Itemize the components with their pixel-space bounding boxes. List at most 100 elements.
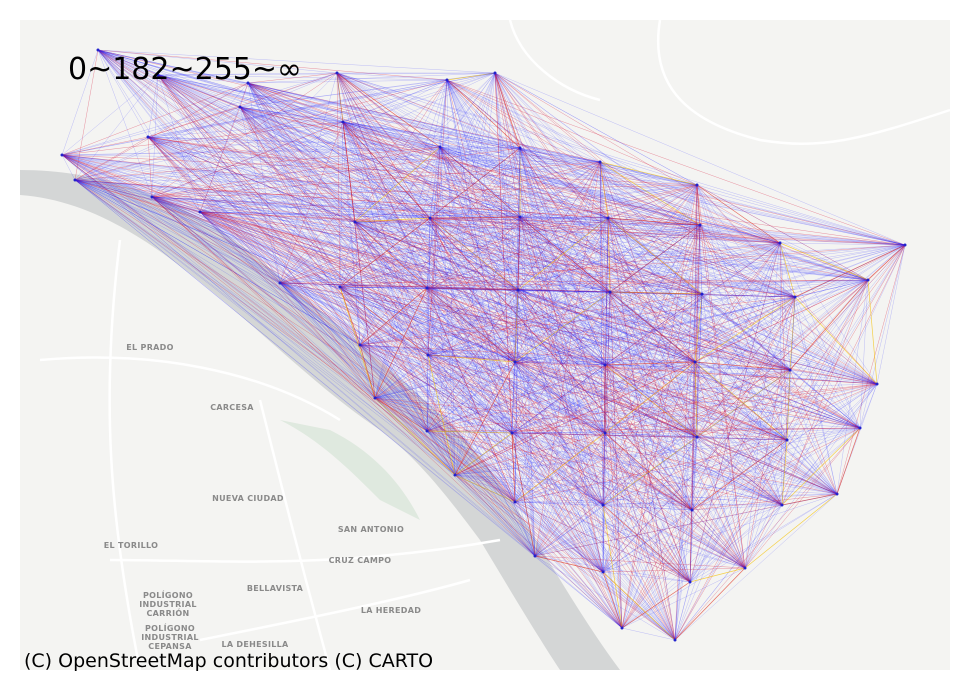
edge — [199, 211, 519, 291]
edge — [426, 427, 861, 432]
edge — [199, 211, 606, 434]
edge — [147, 136, 428, 289]
edge — [374, 383, 878, 399]
edge — [602, 504, 676, 641]
edge — [694, 361, 791, 371]
edge — [354, 221, 693, 511]
edge — [239, 106, 519, 291]
edge — [239, 106, 344, 123]
edge — [157, 74, 906, 246]
node — [875, 382, 879, 386]
edge — [696, 184, 838, 495]
edge — [239, 106, 878, 385]
edge — [279, 282, 429, 356]
edge — [426, 430, 516, 503]
edge — [336, 72, 521, 149]
node — [238, 105, 242, 109]
edge — [354, 221, 783, 506]
edge — [426, 293, 703, 432]
edge — [199, 211, 623, 629]
edge — [157, 74, 838, 495]
edge — [426, 217, 609, 289]
edge — [694, 361, 746, 569]
edge — [426, 287, 516, 363]
edge — [494, 72, 703, 295]
edge — [429, 217, 513, 434]
edge — [157, 74, 701, 226]
edge — [336, 72, 691, 583]
edge — [374, 216, 521, 399]
river — [20, 170, 620, 670]
edge — [97, 49, 281, 284]
edge — [427, 289, 519, 356]
map-label: CRUZ CAMPO — [329, 556, 392, 565]
edge — [426, 287, 788, 441]
network-edges — [61, 49, 906, 641]
edge — [199, 211, 609, 219]
edge — [674, 369, 791, 641]
edge — [239, 106, 431, 219]
edge — [336, 72, 693, 511]
edge — [786, 439, 838, 495]
edge — [429, 217, 783, 506]
edge — [374, 397, 676, 641]
edge — [696, 184, 861, 429]
edge — [342, 121, 609, 219]
edge — [247, 72, 338, 84]
edge — [336, 72, 611, 293]
edge — [359, 147, 521, 346]
edge — [439, 146, 796, 298]
edge — [354, 221, 791, 371]
edge — [446, 79, 516, 503]
edge — [694, 361, 698, 438]
edge — [696, 436, 838, 495]
edge — [199, 161, 601, 213]
edge — [602, 296, 796, 506]
edge — [61, 154, 696, 363]
edge — [359, 344, 691, 583]
edge — [699, 224, 788, 441]
node — [693, 360, 697, 364]
edge — [74, 179, 703, 295]
edge — [446, 79, 516, 363]
edge — [534, 291, 611, 557]
edge — [439, 146, 783, 506]
edge — [602, 291, 611, 506]
edge — [359, 217, 431, 346]
edge — [61, 154, 676, 641]
edge — [609, 291, 878, 385]
edge — [239, 106, 513, 434]
edge — [744, 244, 906, 569]
edge — [426, 430, 536, 557]
edge — [354, 221, 604, 573]
edge — [511, 432, 604, 506]
edge — [339, 286, 604, 573]
edge — [604, 432, 693, 511]
edge — [446, 79, 676, 641]
edge — [427, 242, 781, 356]
edge — [789, 296, 796, 371]
park — [280, 420, 420, 520]
edge — [519, 147, 838, 495]
edge — [429, 79, 448, 219]
edge — [604, 364, 623, 629]
edge — [147, 136, 606, 366]
edge — [781, 244, 906, 506]
edge — [239, 106, 521, 218]
edge — [621, 244, 906, 629]
edge — [61, 154, 623, 629]
edge — [74, 179, 781, 244]
edge — [239, 106, 456, 476]
edge — [599, 161, 781, 244]
edge — [342, 121, 783, 506]
node — [603, 363, 607, 367]
edge — [147, 136, 513, 434]
edge — [279, 282, 513, 434]
edge — [374, 397, 698, 438]
edge — [359, 289, 519, 346]
edge — [199, 72, 496, 213]
edge — [454, 361, 696, 476]
edge — [61, 154, 606, 434]
edge — [354, 221, 623, 629]
edge — [426, 287, 791, 371]
